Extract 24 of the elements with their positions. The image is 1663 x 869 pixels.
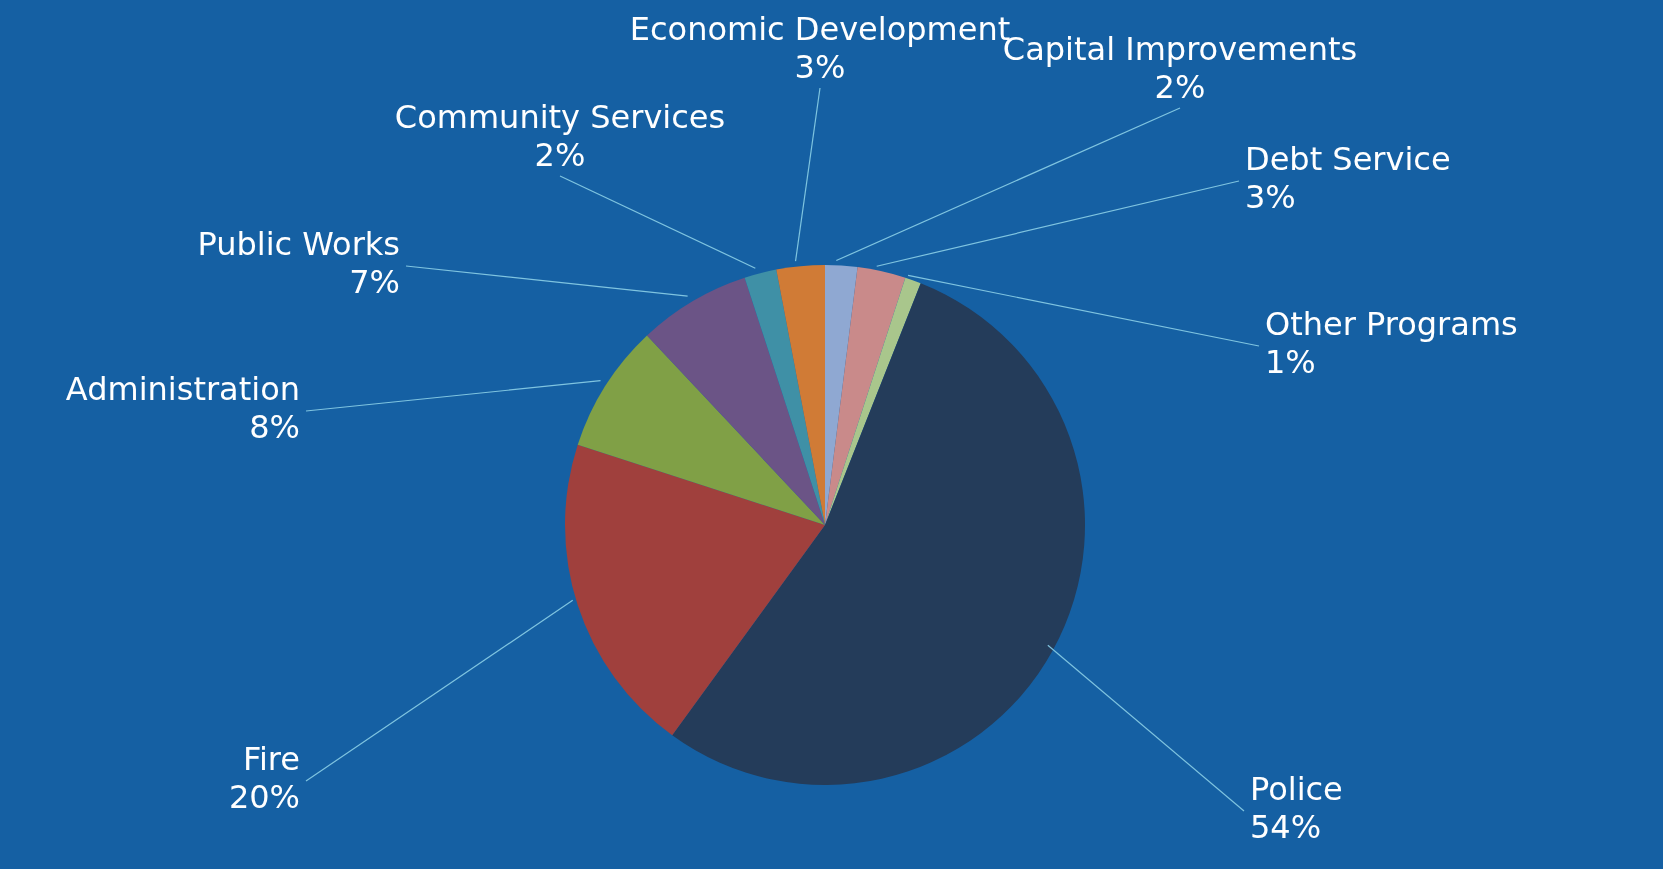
pie-slice — [776, 265, 825, 525]
data-label: 1% — [1265, 343, 1316, 381]
pie-slice — [744, 269, 825, 525]
slice-label: Community Services — [394, 98, 726, 136]
pie-slice — [672, 283, 1085, 785]
data-label: 2% — [1154, 68, 1206, 106]
slice-label: Other Programs — [1265, 305, 1518, 343]
data-label: 3% — [794, 48, 846, 86]
data-label: 3% — [1245, 178, 1296, 216]
data-label: 8% — [249, 408, 300, 446]
slice-label: Fire — [242, 740, 300, 778]
pie-slice — [825, 267, 906, 525]
pie-slice — [825, 277, 921, 525]
slice-label: Public Works — [197, 225, 400, 263]
pie-slice — [647, 277, 825, 525]
data-label: 2% — [534, 136, 586, 174]
data-label: 54% — [1250, 808, 1322, 846]
slice-label: Debt Service — [1245, 140, 1451, 178]
pie-slice — [577, 335, 825, 525]
data-label: 7% — [349, 263, 400, 301]
data-label: 20% — [228, 778, 300, 816]
slice-label: Police — [1250, 770, 1343, 808]
pie-slice — [565, 444, 825, 736]
slice-label: Administration — [65, 370, 300, 408]
